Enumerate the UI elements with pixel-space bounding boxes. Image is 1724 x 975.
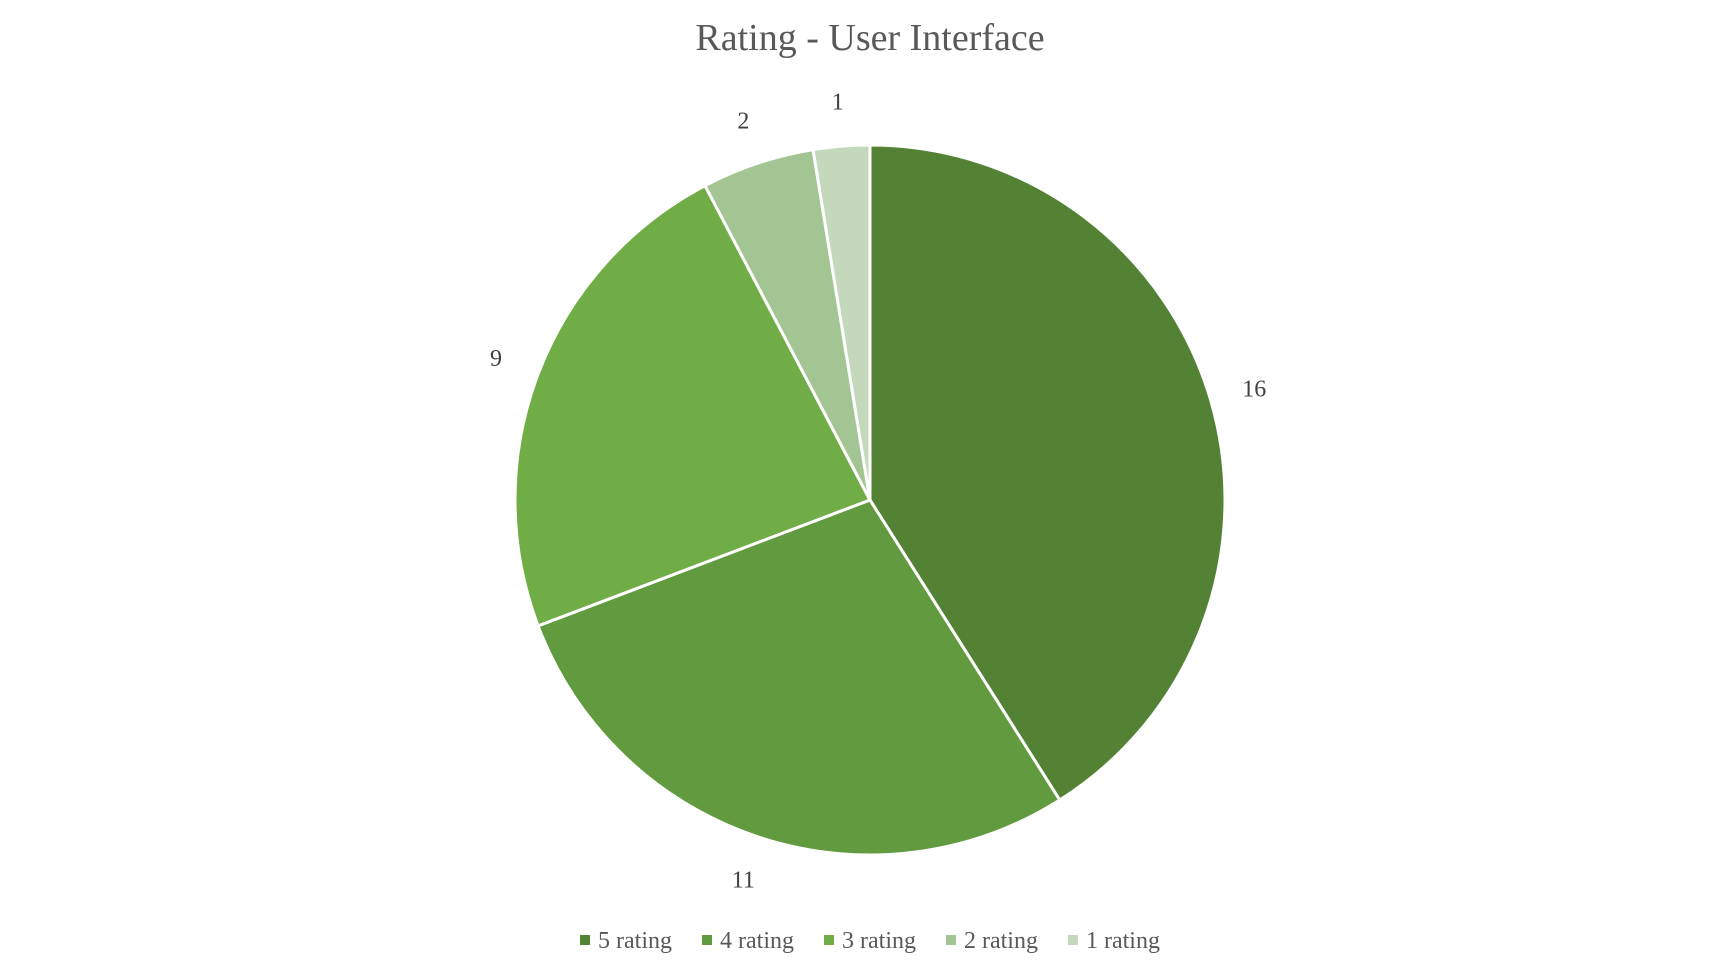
data-label-2-rating: 2 — [737, 109, 749, 135]
legend-item-5-rating: 5 rating — [580, 928, 672, 954]
legend-label: 3 rating — [842, 928, 916, 954]
legend-label: 4 rating — [720, 928, 794, 954]
pie-slice-4-rating — [536, 498, 1062, 857]
legend: 5 rating 4 rating 3 rating 2 rating 1 rating — [580, 928, 1160, 954]
legend-swatch — [824, 935, 835, 945]
legend-item-4-rating: 4 rating — [702, 928, 794, 954]
pie-slice-1-rating — [811, 143, 872, 501]
legend-item-2-rating: 2 rating — [945, 928, 1038, 954]
legend-item-3-rating: 3 rating — [824, 928, 916, 954]
legend-swatch — [702, 935, 713, 945]
data-label-1-rating: 1 — [832, 89, 844, 115]
legend-label: 2 rating — [964, 928, 1038, 954]
legend-swatch — [945, 935, 956, 945]
chart-title: Rating - User Interface — [695, 17, 1044, 59]
data-label-4-rating: 11 — [732, 867, 755, 893]
legend-label: 5 rating — [598, 928, 672, 954]
legend-swatch — [580, 935, 591, 945]
legend-swatch — [1067, 935, 1078, 945]
pie-slices — [513, 143, 1227, 857]
pie-slice-5-rating — [868, 143, 1227, 803]
pie-slice-3-rating — [513, 183, 873, 628]
legend-label: 1 rating — [1086, 928, 1160, 954]
data-label-3-rating: 9 — [490, 346, 502, 372]
data-label-5-rating: 16 — [1242, 377, 1266, 403]
data-labels: 16 11 9 2 1 — [490, 89, 1266, 893]
legend-item-1-rating: 1 rating — [1067, 928, 1160, 954]
